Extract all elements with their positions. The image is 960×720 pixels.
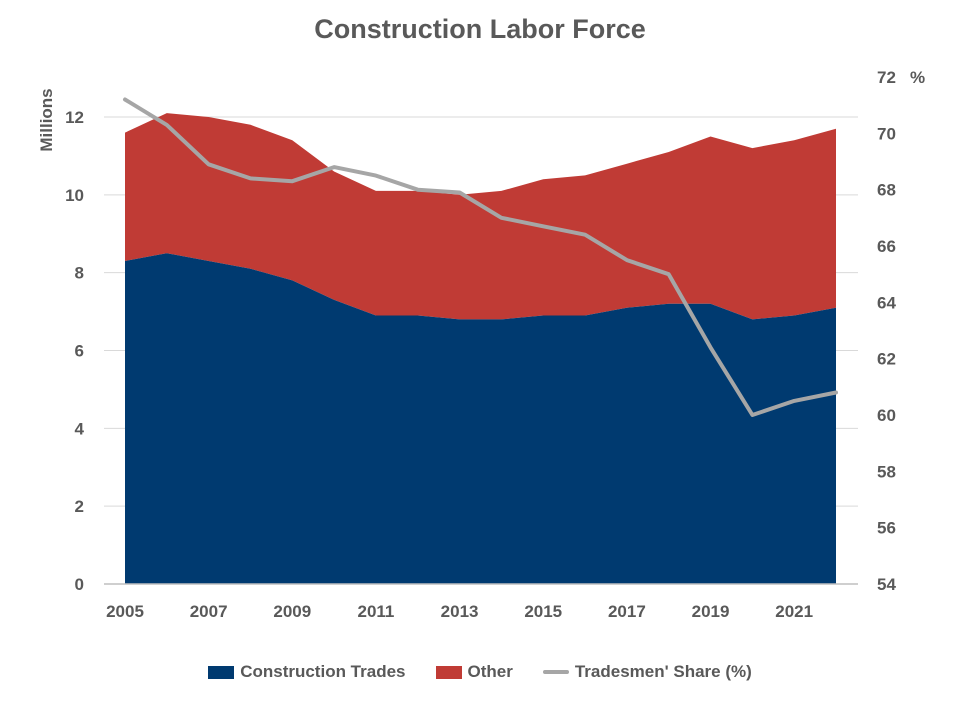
x-tick-label: 2015 [524,602,562,621]
y2-tick-label: 64 [877,293,896,312]
area-other [125,113,836,320]
y-tick-label: 8 [75,264,84,283]
y2-tick-label: 72 [877,68,896,87]
x-tick-label: 2011 [357,602,394,621]
y-tick-label: 10 [65,186,84,205]
y2-tick-label: 66 [877,237,896,256]
legend-item-other[interactable]: Other [435,662,513,682]
x-tick-label: 2005 [106,602,144,621]
x-tick-label: 2019 [692,602,730,621]
y-tick-label: 12 [65,108,84,127]
y2-tick-label: 56 [877,519,896,538]
legend-label-tradesmen-share: Tradesmen' Share (%) [574,662,752,681]
chart-title: Construction Labor Force [314,14,646,44]
y-tick-label: 4 [75,419,85,438]
line-tradesmen-share [123,97,838,417]
x-tick-label: 2009 [273,602,311,621]
area-construction-trades [125,253,836,584]
y2-tick-label: 68 [877,181,896,200]
legend-swatch-other [435,665,462,679]
y-tick-label: 6 [75,342,84,361]
legend-label-other: Other [467,662,513,681]
y-tick-label: 0 [75,575,84,594]
y2-tick-label: 58 [877,462,896,481]
legend-label-construction-trades: Construction Trades [240,662,406,681]
legend-item-construction-trades[interactable]: Construction Trades [208,662,406,682]
y2-axis-label: % [910,68,925,87]
y-axis-label: Millions [37,88,56,151]
y2-tick-label: 60 [877,406,896,425]
x-tick-label: 2021 [775,602,813,621]
y-tick-label: 2 [75,497,84,516]
y2-tick-label: 62 [877,350,896,369]
legend-swatch-construction-trades [208,665,235,679]
y2-tick-label: 70 [877,124,896,143]
x-tick-label: 2007 [190,602,228,621]
x-tick-label: 2013 [441,602,479,621]
legend-item-tradesmen-share[interactable]: Tradesmen' Share (%) [542,662,752,682]
legend: Construction Trades Other Tradesmen' Sha… [0,662,960,682]
x-tick-label: 2017 [608,602,646,621]
y2-tick-label: 54 [877,575,896,594]
legend-swatch-tradesmen-share [542,670,569,674]
